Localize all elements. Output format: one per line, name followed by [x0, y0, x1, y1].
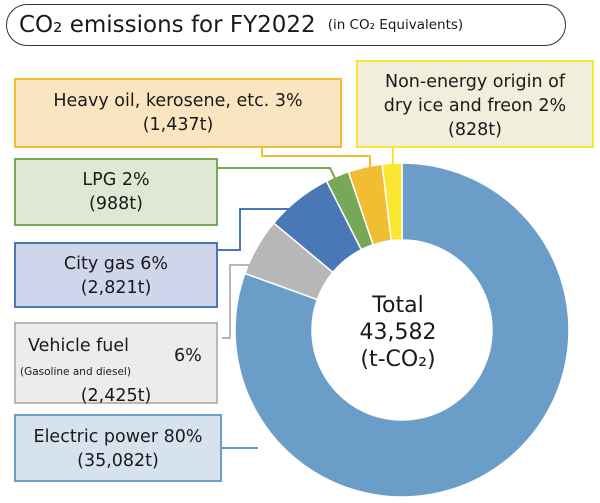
heavy-oil-label: Heavy oil, kerosene, etc. 3%: [53, 91, 303, 111]
legend-box-non-energy: Non-energy origin of dry ice and freon 2…: [356, 60, 594, 148]
legend-box-city-gas: City gas 6% (2,821t): [14, 242, 218, 308]
leader-line-vehicle: [222, 264, 250, 339]
lpg-label: LPG 2%: [82, 170, 150, 190]
city-gas-label: City gas 6%: [63, 254, 169, 274]
vehicle-fuel-label: Vehicle fuel: [28, 336, 130, 356]
vehicle-fuel-percent: 6%: [174, 346, 202, 366]
leader-line-lpg: [218, 167, 337, 181]
subtitle-text: (in CO₂ Equivalents): [327, 17, 464, 33]
leader-line-heavyoil: [261, 148, 371, 170]
city-gas-value: (2,821t): [80, 278, 152, 298]
vehicle-fuel-note: (Gasoline and diesel): [20, 366, 131, 378]
legend-box-vehicle-fuel: Vehicle fuel (Gasoline and diesel) 6% (2…: [14, 322, 218, 406]
slice-electric: [234, 162, 570, 498]
non-energy-label-line1: Non-energy origin of: [385, 72, 565, 92]
heavy-oil-value: (1,437t): [142, 115, 214, 135]
center-total-unit: (t-CO₂): [360, 347, 436, 372]
legend-box-electric-power: Electric power 80% (35,082t): [14, 414, 222, 482]
non-energy-label-line2: dry ice and freon 2%: [383, 96, 567, 116]
legend-box-lpg: LPG 2% (988t): [14, 158, 218, 226]
electric-power-label: Electric power 80%: [33, 427, 203, 447]
center-total-value: 43,582: [359, 320, 437, 345]
lpg-value: (988t): [89, 194, 143, 214]
legend-box-heavy-oil: Heavy oil, kerosene, etc. 3% (1,437t): [14, 78, 342, 148]
chart-title: CO₂ emissions for FY2022 (in CO₂ Equival…: [6, 4, 566, 46]
non-energy-value: (828t): [448, 120, 502, 140]
slice-nonenergy: [381, 162, 403, 242]
leader-line-citygas: [218, 208, 290, 251]
title-text: CO₂ emissions for FY2022: [19, 12, 316, 38]
vehicle-fuel-value: (2,425t): [80, 386, 152, 406]
center-total-word: Total: [372, 293, 424, 318]
center-total-label: Total 43,582 (t-CO₂): [310, 292, 486, 373]
electric-power-value: (35,082t): [77, 451, 159, 471]
